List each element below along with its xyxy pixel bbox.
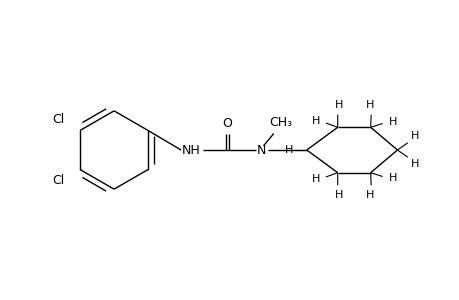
Text: CH₃: CH₃	[269, 116, 292, 129]
Text: Cl: Cl	[52, 174, 64, 188]
Text: H: H	[365, 190, 373, 200]
Text: H: H	[410, 159, 418, 170]
Text: H: H	[335, 100, 343, 110]
Text: H: H	[285, 145, 293, 155]
Text: H: H	[388, 173, 396, 183]
Text: N: N	[256, 143, 266, 157]
Text: H: H	[410, 130, 418, 141]
Text: H: H	[365, 100, 373, 110]
Text: O: O	[222, 117, 232, 130]
Text: H: H	[335, 190, 343, 200]
Text: H: H	[388, 117, 396, 127]
Text: NH: NH	[182, 143, 200, 157]
Text: H: H	[311, 174, 319, 184]
Text: H: H	[311, 116, 319, 126]
Text: Cl: Cl	[52, 112, 64, 126]
